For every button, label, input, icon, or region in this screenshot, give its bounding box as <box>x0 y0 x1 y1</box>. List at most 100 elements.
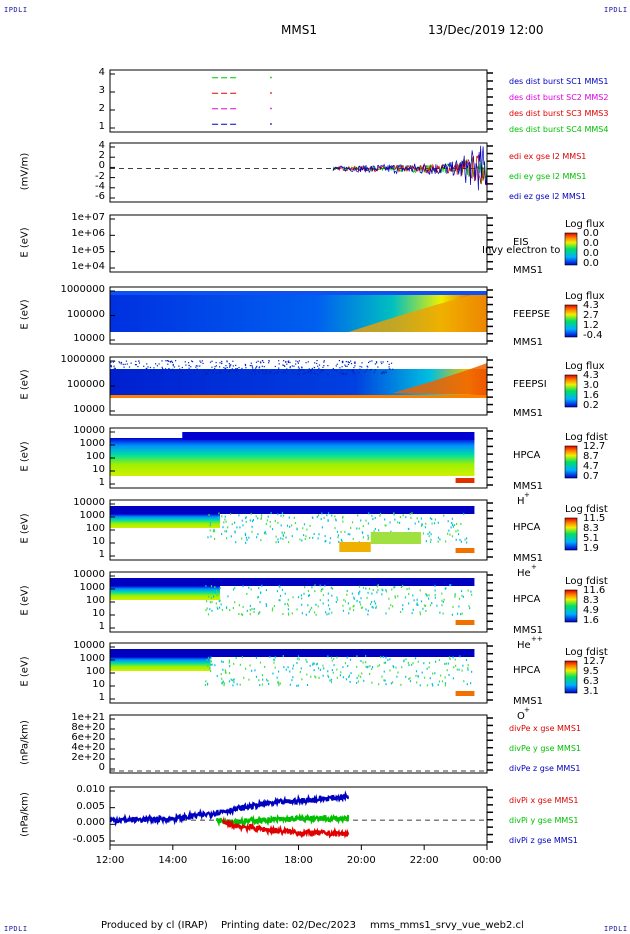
hpca-scatter-dot <box>467 667 469 670</box>
feepsi-noise-dot <box>268 371 271 373</box>
hpca-top-band <box>110 649 475 657</box>
hpca-scatter-dot <box>448 673 450 676</box>
hpca-scatter-dot <box>282 538 284 541</box>
y-axis-label: E (eV) <box>19 585 31 616</box>
hpca-scatter-dot <box>228 661 230 664</box>
hpca-scatter-dot <box>419 613 422 616</box>
feepsi-noise-dot <box>167 360 169 362</box>
feepsi-noise-dot <box>385 371 388 374</box>
colorbar <box>564 232 578 266</box>
feepsi-noise-dot <box>191 360 193 362</box>
feepsi-noise-dot <box>232 370 235 372</box>
hpca-scatter-dot <box>280 524 282 527</box>
hpca-scatter-dot <box>277 670 280 673</box>
hpca-scatter-dot <box>391 588 393 591</box>
hpca-scatter-dot <box>378 664 381 667</box>
hpca-scatter-dot <box>460 522 462 525</box>
hpca-scatter-dot <box>381 675 383 678</box>
feepsi-noise-dot <box>202 362 204 365</box>
spacecraft-label: MMS1 <box>513 625 543 636</box>
hpca-scatter-dot <box>331 611 333 614</box>
y-tick-label: 1e+07 <box>71 212 105 223</box>
feepsi-noise-dot <box>126 363 128 365</box>
hpca-scatter-dot <box>296 662 298 665</box>
feepsi-noise-dot <box>113 365 115 367</box>
feepsi-noise-dot <box>165 360 167 362</box>
hpca-scatter-dot <box>213 528 215 531</box>
y-axis-label: (nPa/km) <box>19 792 31 837</box>
feepsi-noise-dot <box>345 360 347 363</box>
feepsi-noise-dot <box>207 369 209 371</box>
hpca-scatter-dot <box>439 538 441 541</box>
hpca-scatter-dot <box>385 612 387 615</box>
y-tick-label: 10000 <box>73 333 105 344</box>
hpca-top-band <box>110 506 475 514</box>
hpca-scatter-dot <box>259 611 261 614</box>
hpca-scatter-dot <box>260 518 262 521</box>
hpca-scatter-dot <box>287 598 289 601</box>
hpca-scatter-dot <box>460 590 463 593</box>
hpca-scatter-dot <box>244 534 247 537</box>
hpca-scatter-dot <box>470 670 473 673</box>
colorbar <box>564 517 578 551</box>
hpca-scatter-dot <box>238 613 240 616</box>
y-tick-label: 1000 <box>79 438 105 449</box>
hpca-scatter-dot <box>441 592 443 595</box>
feepsi-noise-dot <box>260 362 262 364</box>
hpca-scatter-dot <box>373 530 375 533</box>
hpca-scatter-dot <box>230 535 232 538</box>
hpca-scatter-dot <box>292 676 294 679</box>
divpi-series-red <box>222 816 350 839</box>
feepsi-noise-dot <box>346 365 348 367</box>
hpca-scatter-dot <box>301 539 303 542</box>
hpca-scatter-dot <box>279 586 281 589</box>
hpca-scatter-dot <box>225 606 228 609</box>
hpca-scatter-dot <box>306 528 308 531</box>
feepsi-noise-dot <box>258 366 261 368</box>
feepsi-noise-dot <box>339 371 342 374</box>
hpca-scatter-dot <box>444 682 447 685</box>
hpca-scatter-dot <box>467 668 469 671</box>
feepsi-noise-dot <box>265 371 267 373</box>
hpca-scatter-dot <box>315 613 317 616</box>
feepsi-noise-dot <box>257 360 259 362</box>
hpca-scatter-dot <box>318 676 320 679</box>
feepsi-noise-dot <box>190 373 192 375</box>
hpca-scatter-dot <box>423 604 426 607</box>
hpca-scatter-dot <box>306 673 308 676</box>
hpca-scatter-dot <box>379 514 381 517</box>
feepsi-noise-dot <box>143 365 145 367</box>
feepsi-noise-dot <box>310 371 312 373</box>
hpca-scatter-dot <box>429 531 431 534</box>
y-tick-label: 10 <box>92 679 105 690</box>
hpca-scatter-dot <box>396 675 398 678</box>
feepsi-noise-dot <box>120 361 123 364</box>
hpca-scatter-dot <box>327 512 330 515</box>
hpca-scatter-dot <box>358 674 360 677</box>
feepsi-noise-dot <box>283 364 285 367</box>
feepsi-noise-dot <box>342 362 344 364</box>
hpca-scatter-dot <box>310 606 313 609</box>
feepsi-noise-dot <box>380 372 383 374</box>
feepsi-noise-dot <box>321 369 323 371</box>
panel-feeps-e <box>109 286 578 345</box>
hpca-scatter-dot <box>327 655 329 658</box>
colorbar-value: 3.0 <box>583 380 599 391</box>
y-tick-label: -0.005 <box>72 834 105 845</box>
burst-marker <box>270 76 272 79</box>
hpca-scatter-dot <box>208 513 210 516</box>
hpca-scatter-dot <box>403 659 405 662</box>
feepsi-noise-dot <box>336 370 338 372</box>
hpca-scatter-dot <box>374 516 376 519</box>
colorbar-value: 1.6 <box>583 390 599 401</box>
hpca-scatter-dot <box>323 667 325 670</box>
feepsi-noise-dot <box>353 366 355 369</box>
hpca-scatter-dot <box>312 662 314 665</box>
x-tick-label: 14:00 <box>158 855 188 866</box>
y-tick-label: 0.010 <box>76 784 105 795</box>
hpca-scatter-dot <box>365 608 367 611</box>
hpca-scatter-dot <box>469 607 471 610</box>
hpca-scatter-dot <box>419 589 421 592</box>
feepsi-noise-dot <box>392 368 394 370</box>
hpca-scatter-dot <box>335 601 337 604</box>
